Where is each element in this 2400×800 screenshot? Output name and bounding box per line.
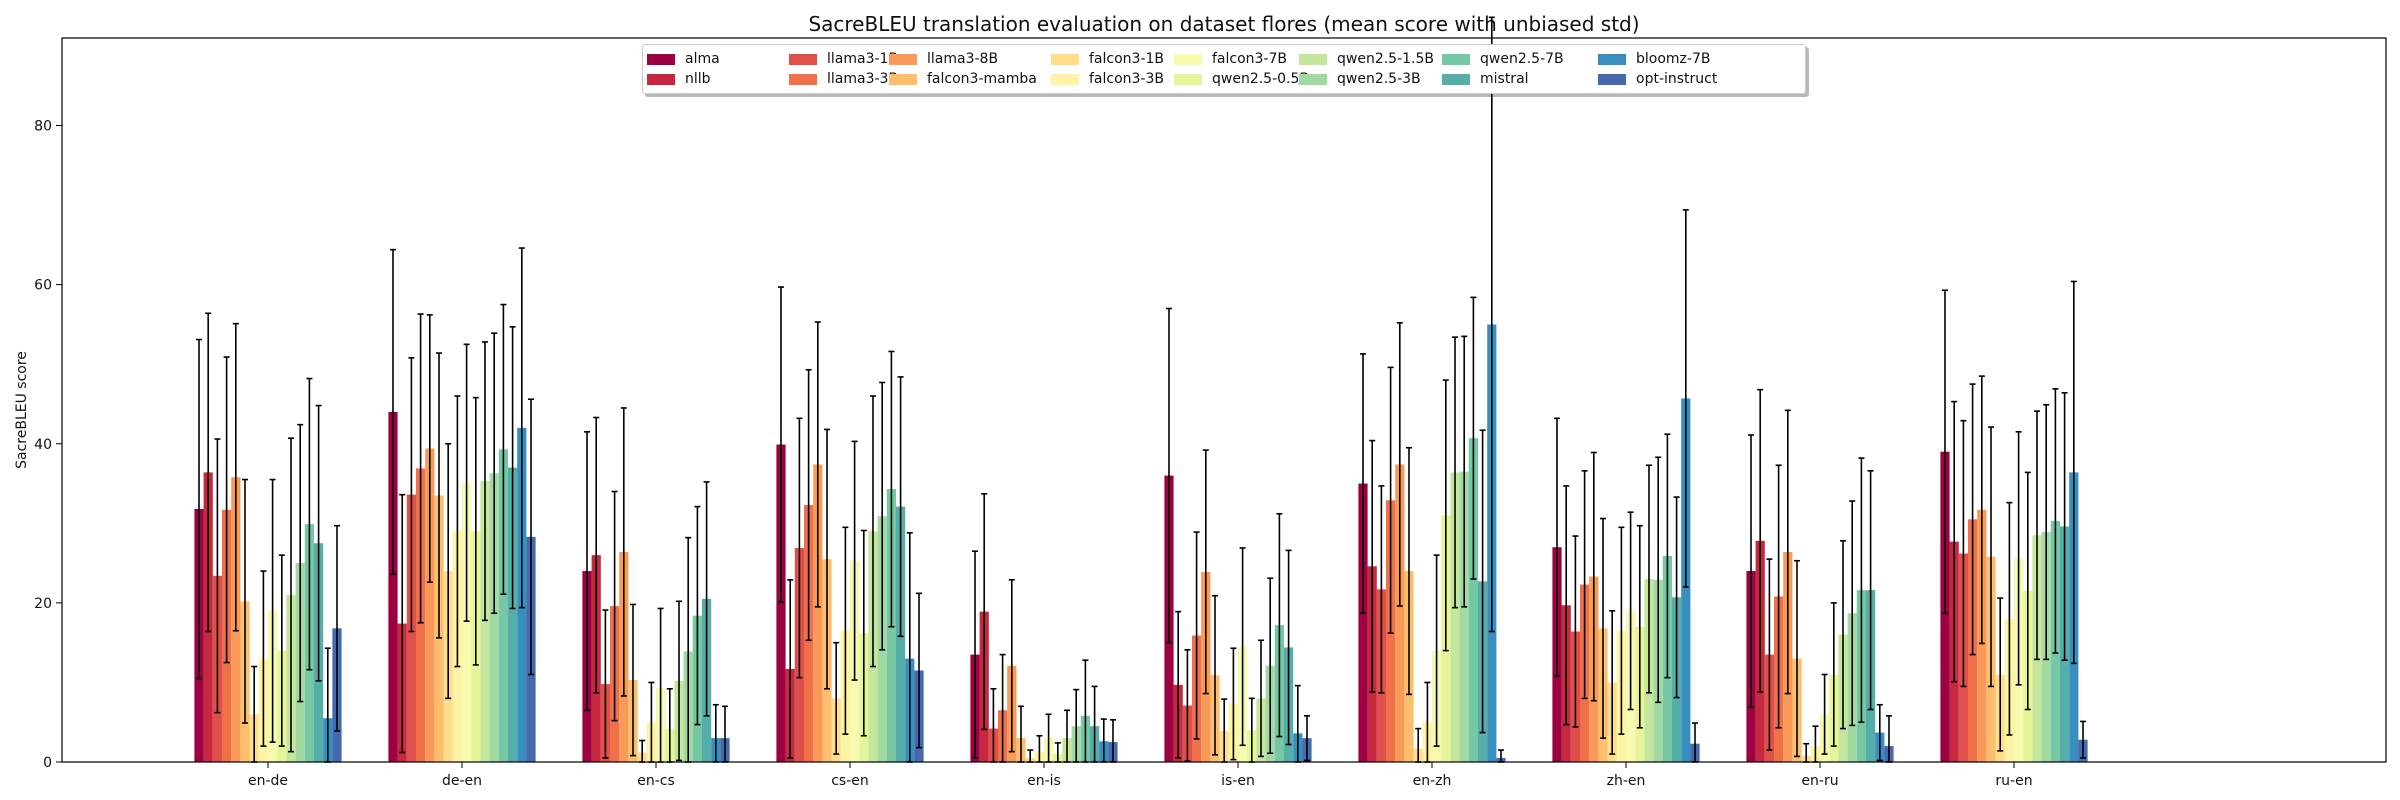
legend-swatch bbox=[1299, 53, 1327, 65]
legend-swatch bbox=[1598, 53, 1626, 65]
y-tick-label: 20 bbox=[34, 596, 52, 612]
legend-item: qwen2.5-0.5B bbox=[1174, 70, 1309, 88]
y-tick-label: 0 bbox=[43, 755, 52, 771]
x-tick-label: en-is bbox=[1027, 773, 1061, 789]
y-tick-label: 80 bbox=[34, 119, 52, 135]
bar bbox=[498, 449, 508, 762]
y-axis-label: SacreBLEU score bbox=[14, 351, 30, 469]
bar bbox=[1459, 471, 1469, 762]
y-tick-label: 40 bbox=[34, 437, 52, 453]
bar bbox=[425, 448, 435, 762]
legend: alma nllb llama3-1B llama3-3B llama3-8B falco… bbox=[642, 44, 1806, 94]
plot-frame bbox=[61, 37, 2387, 763]
bar bbox=[1395, 464, 1405, 762]
legend-item: bloomz-7B bbox=[1598, 50, 1710, 68]
legend-label: qwen2.5-0.5B bbox=[1212, 71, 1310, 87]
legend-swatch bbox=[1299, 73, 1327, 85]
x-tick-label: cs-en bbox=[831, 773, 869, 789]
legend-label: llama3-3B bbox=[827, 71, 899, 87]
legend-label: alma bbox=[685, 51, 720, 67]
legend-swatch bbox=[1442, 73, 1470, 85]
legend-item: nllb bbox=[647, 70, 711, 88]
legend-swatch bbox=[1174, 73, 1202, 85]
x-tick-label: en-cs bbox=[637, 773, 675, 789]
legend-item: mistral bbox=[1442, 70, 1529, 88]
x-tick-label: en-ru bbox=[1801, 773, 1838, 789]
chart-title: SacreBLEU translation evaluation on data… bbox=[808, 12, 1639, 36]
bar bbox=[1450, 472, 1460, 762]
legend-swatch bbox=[1174, 53, 1202, 65]
legend-label: falcon3-1B bbox=[1089, 51, 1165, 67]
legend-swatch bbox=[889, 53, 917, 65]
legend-item: falcon3-7B bbox=[1174, 50, 1287, 68]
legend-item: falcon3-3B bbox=[1051, 70, 1164, 88]
legend-swatch bbox=[1051, 73, 1079, 85]
legend-swatch bbox=[889, 73, 917, 85]
legend-label: mistral bbox=[1480, 71, 1529, 87]
legend-item: qwen2.5-3B bbox=[1299, 70, 1421, 88]
x-tick-label: ru-en bbox=[1995, 773, 2032, 789]
legend-label: falcon3-mamba bbox=[927, 71, 1037, 87]
legend-swatch bbox=[647, 53, 675, 65]
legend-item: falcon3-1B bbox=[1051, 50, 1164, 68]
legend-item: opt-instruct bbox=[1598, 70, 1717, 88]
bar bbox=[489, 473, 499, 762]
legend-label: qwen2.5-7B bbox=[1480, 51, 1564, 67]
bar bbox=[813, 464, 823, 762]
y-tick-label: 60 bbox=[34, 278, 52, 294]
bar bbox=[388, 411, 398, 762]
legend-swatch bbox=[789, 73, 817, 85]
legend-item: llama3-3B bbox=[789, 70, 898, 88]
legend-label: llama3-8B bbox=[927, 51, 999, 67]
legend-item: qwen2.5-1.5B bbox=[1299, 50, 1434, 68]
legend-item: llama3-8B bbox=[889, 50, 998, 68]
bar bbox=[508, 467, 518, 762]
legend-label: bloomz-7B bbox=[1636, 51, 1711, 67]
x-tick-label: de-en bbox=[442, 773, 482, 789]
bar bbox=[462, 482, 472, 762]
legend-label: nllb bbox=[685, 71, 711, 87]
bar bbox=[776, 444, 786, 762]
legend-swatch bbox=[789, 53, 817, 65]
bar bbox=[480, 481, 490, 762]
x-tick-label: is-en bbox=[1221, 773, 1255, 789]
legend-swatch bbox=[647, 73, 675, 85]
legend-swatch bbox=[1442, 53, 1470, 65]
x-tick-label: en-zh bbox=[1413, 773, 1452, 789]
legend-swatch bbox=[1051, 53, 1079, 65]
plot-area: 0 20 40 60 80 en-de de-en en-cs cs-en en-is is-en e… bbox=[34, 16, 2088, 789]
legend-label: qwen2.5-3B bbox=[1337, 71, 1421, 87]
legend-item: llama3-1B bbox=[789, 50, 898, 68]
bar bbox=[1468, 438, 1478, 762]
legend-swatch bbox=[1598, 73, 1626, 85]
legend-label: llama3-1B bbox=[827, 51, 899, 67]
legend-label: falcon3-7B bbox=[1212, 51, 1288, 67]
legend-label: opt-instruct bbox=[1636, 71, 1718, 87]
legend-item: alma bbox=[647, 50, 720, 68]
x-tick-label: zh-en bbox=[1607, 773, 1646, 789]
legend-label: falcon3-3B bbox=[1089, 71, 1165, 87]
bar bbox=[1358, 483, 1368, 762]
legend-item: falcon3-mamba bbox=[889, 70, 1037, 88]
legend-item: qwen2.5-7B bbox=[1442, 50, 1564, 68]
legend-label: qwen2.5-1.5B bbox=[1337, 51, 1435, 67]
x-tick-label: en-de bbox=[248, 773, 288, 789]
